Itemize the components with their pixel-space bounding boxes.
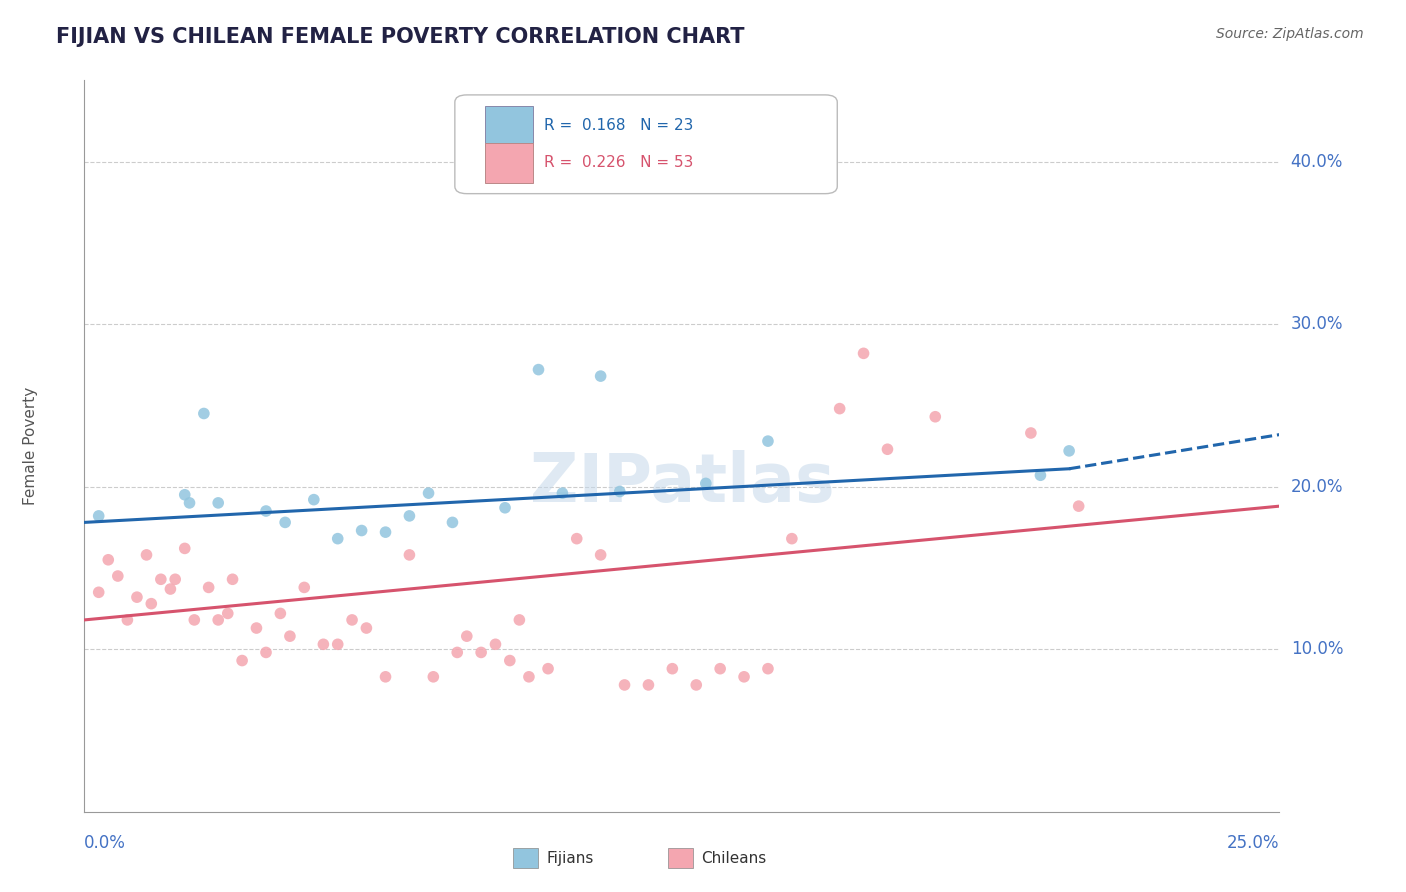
Point [398, 548, 420, 562]
Point [537, 662, 560, 676]
Point [508, 613, 530, 627]
Text: 20.0%: 20.0% [1291, 477, 1343, 496]
Point [565, 532, 588, 546]
Text: 40.0%: 40.0% [1291, 153, 1343, 170]
Point [207, 613, 229, 627]
Point [924, 409, 946, 424]
Point [340, 613, 363, 627]
Point [1067, 499, 1090, 513]
Point [97, 553, 120, 567]
Point [179, 496, 201, 510]
Point [456, 629, 478, 643]
Point [125, 590, 148, 604]
Point [254, 645, 277, 659]
Point [756, 434, 779, 449]
Point [398, 508, 420, 523]
Point [470, 645, 492, 659]
Point [141, 597, 163, 611]
Point [446, 645, 468, 659]
Point [527, 362, 550, 376]
Point [183, 613, 205, 627]
Point [173, 541, 195, 556]
Point [231, 654, 253, 668]
Point [350, 524, 373, 538]
Text: FIJIAN VS CHILEAN FEMALE POVERTY CORRELATION CHART: FIJIAN VS CHILEAN FEMALE POVERTY CORRELA… [56, 27, 745, 46]
Point [589, 548, 612, 562]
Text: Source: ZipAtlas.com: Source: ZipAtlas.com [1216, 27, 1364, 41]
Bar [485, 105, 533, 146]
Point [165, 572, 187, 586]
Point [709, 662, 731, 676]
Point [107, 569, 129, 583]
Point [221, 572, 243, 586]
Point [254, 504, 277, 518]
Text: Female Poverty: Female Poverty [24, 387, 38, 505]
Point [499, 654, 522, 668]
Point [87, 585, 110, 599]
Point [613, 678, 636, 692]
Point [609, 484, 631, 499]
Point [312, 637, 335, 651]
Point [302, 492, 325, 507]
Point [193, 407, 215, 421]
Point [661, 662, 683, 676]
Point [87, 508, 110, 523]
Point [173, 488, 195, 502]
Point [374, 670, 396, 684]
Text: R =  0.226   N = 53: R = 0.226 N = 53 [544, 155, 693, 170]
Point [217, 607, 239, 621]
Text: ZIPatlas: ZIPatlas [530, 450, 834, 516]
Text: Chileans: Chileans [702, 851, 766, 865]
Point [780, 532, 803, 546]
Point [876, 442, 898, 457]
Point [828, 401, 851, 416]
Point [551, 486, 574, 500]
Point [207, 496, 229, 510]
Point [418, 486, 440, 500]
Point [589, 369, 612, 384]
Point [695, 476, 717, 491]
Point [484, 637, 506, 651]
Point [356, 621, 378, 635]
Point [517, 670, 540, 684]
Point [1057, 443, 1080, 458]
Point [159, 582, 181, 596]
Text: Fijians: Fijians [547, 851, 595, 865]
Text: 25.0%: 25.0% [1227, 834, 1279, 852]
Point [278, 629, 301, 643]
Point [245, 621, 267, 635]
Point [1019, 425, 1042, 440]
Point [197, 581, 219, 595]
Text: 0.0%: 0.0% [84, 834, 127, 852]
Text: 30.0%: 30.0% [1291, 315, 1343, 333]
Bar [485, 143, 533, 183]
Text: R =  0.168   N = 23: R = 0.168 N = 23 [544, 119, 693, 133]
Point [117, 613, 139, 627]
Point [756, 662, 779, 676]
Point [441, 516, 464, 530]
Point [685, 678, 707, 692]
Point [149, 572, 172, 586]
FancyBboxPatch shape [456, 95, 837, 194]
Text: 10.0%: 10.0% [1291, 640, 1343, 658]
Point [274, 516, 297, 530]
Point [135, 548, 157, 562]
Point [494, 500, 516, 515]
Point [733, 670, 755, 684]
Point [637, 678, 659, 692]
Point [1029, 468, 1052, 483]
Point [326, 532, 349, 546]
Point [422, 670, 444, 684]
Point [852, 346, 875, 360]
Point [269, 607, 291, 621]
Point [374, 525, 396, 540]
Point [292, 581, 315, 595]
Point [326, 637, 349, 651]
